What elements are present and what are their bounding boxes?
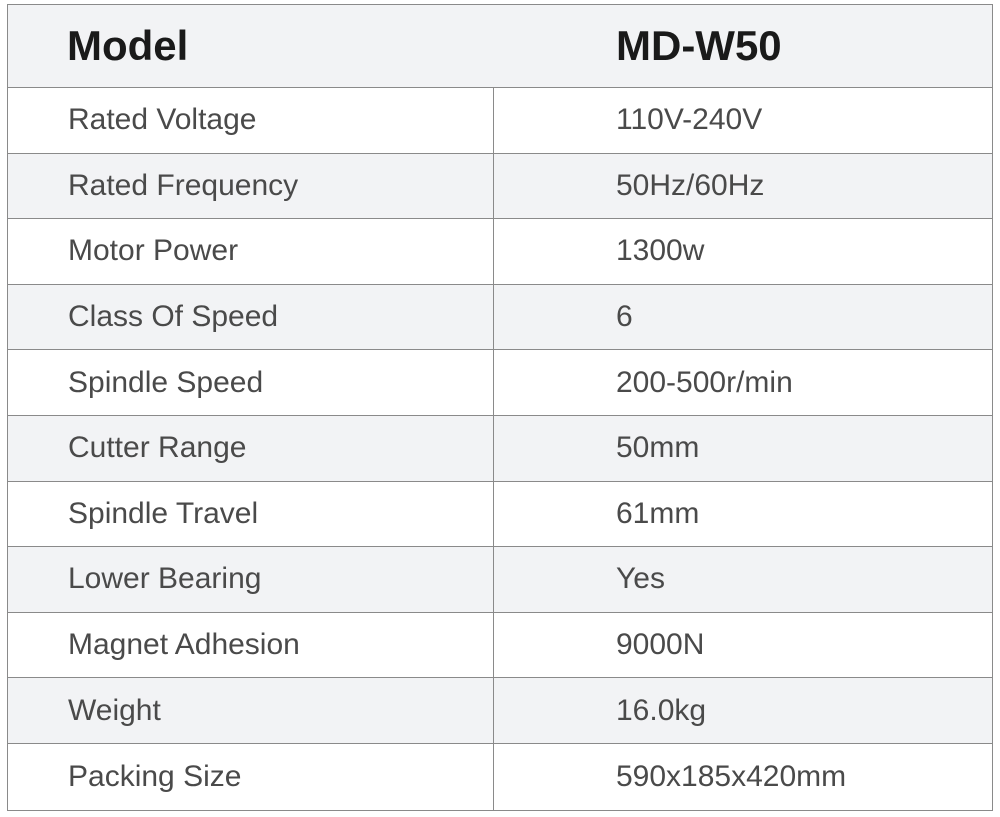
table-row: Packing Size 590x185x420mm (8, 743, 992, 810)
spec-label: Rated Frequency (8, 153, 494, 219)
spec-label: Spindle Travel (8, 481, 494, 547)
table-header: Model MD-W50 (8, 5, 992, 88)
table-row: Lower Bearing Yes (8, 547, 992, 613)
spec-value: 50mm (616, 431, 700, 465)
table-row: Rated Voltage 110V-240V (8, 88, 992, 154)
spec-label: Class Of Speed (8, 284, 494, 350)
table-row: Weight 16.0kg (8, 678, 992, 744)
table-row: Spindle Speed 200-500r/min (8, 350, 992, 416)
spec-label: Cutter Range (8, 415, 494, 481)
spec-label: Rated Voltage (8, 88, 494, 153)
spec-value: 110V-240V (616, 103, 763, 137)
spec-value: 1300w (616, 234, 705, 268)
spec-label: Weight (8, 678, 494, 743)
spec-label: Spindle Speed (8, 350, 494, 415)
header-model: MD-W50 (616, 22, 782, 69)
table-row: Spindle Travel 61mm (8, 481, 992, 548)
spec-label: Motor Power (8, 219, 494, 284)
table-row: Magnet Adhesion 9000N (8, 612, 992, 679)
spec-label: Magnet Adhesion (8, 612, 494, 678)
spec-table: Model MD-W50 Rated Voltage 110V-240V Rated… (7, 4, 993, 811)
table-row: Class Of Speed 6 (8, 284, 992, 351)
table-row: Cutter Range 50mm (8, 415, 992, 482)
spec-label: Lower Bearing (8, 547, 494, 612)
spec-value: 16.0kg (616, 693, 707, 727)
spec-value: 61mm (616, 496, 700, 530)
spec-value: 9000N (616, 628, 705, 662)
spec-label: Packing Size (8, 743, 494, 810)
table-row: Motor Power 1300w (8, 219, 992, 285)
spec-value: 6 (616, 300, 633, 334)
table-row: Rated Frequency 50Hz/60Hz (8, 153, 992, 220)
spec-value: 50Hz/60Hz (616, 168, 765, 202)
table-body: Rated Voltage 110V-240V Rated Frequency 50H… (8, 88, 992, 810)
header-label: Model (67, 22, 189, 69)
spec-value: Yes (616, 562, 665, 596)
spec-value: 590x185x420mm (616, 759, 847, 793)
spec-value: 200-500r/min (616, 365, 793, 399)
